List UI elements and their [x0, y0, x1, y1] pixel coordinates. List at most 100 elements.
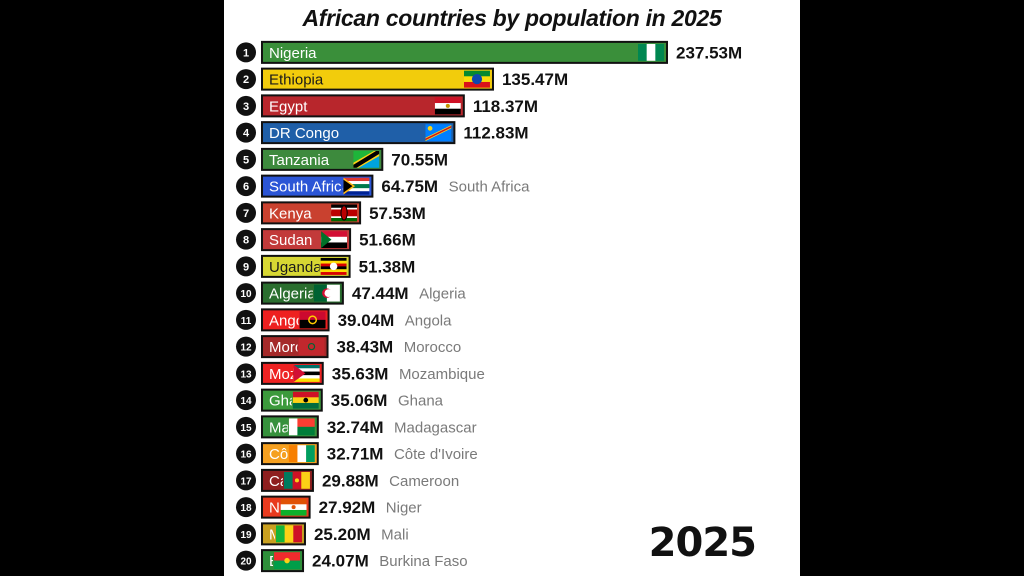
- value-label: 32.74M: [327, 418, 384, 437]
- flag-cote-divoire-icon: [288, 445, 315, 463]
- bar-label: Tanzania: [269, 152, 330, 169]
- flag-south-africa-icon: [343, 177, 370, 195]
- rank-number: 5: [243, 154, 249, 166]
- rank-number: 2: [243, 74, 249, 86]
- country-label-outside: Mali: [381, 526, 409, 543]
- bar-label: Kenya: [269, 205, 312, 222]
- bar-nigeria: [261, 40, 668, 64]
- bar-row-dr-congo: 4 DR Congo 112.83M: [236, 121, 529, 145]
- rank-badge: [236, 256, 256, 277]
- flag-ghana-icon: [292, 391, 319, 409]
- value-label: 70.55M: [391, 150, 448, 169]
- bar-row-algeria: 10 Algeria 47.44M Algeria: [236, 281, 466, 305]
- bar-row-niger: 18 Niger 27.92M Niger: [236, 495, 422, 519]
- rank-number: 8: [243, 235, 249, 247]
- country-label-outside: Madagascar: [394, 419, 477, 436]
- rank-badge: [236, 202, 256, 223]
- bar-label: Sudan: [269, 232, 312, 249]
- value-label: 135.47M: [502, 70, 568, 89]
- country-label-outside: Mozambique: [399, 366, 485, 383]
- rank-badge: [236, 309, 256, 330]
- country-label-outside: Niger: [386, 500, 422, 517]
- value-label: 38.43M: [337, 338, 394, 357]
- value-label: 47.44M: [352, 284, 409, 303]
- value-label: 51.38M: [359, 257, 416, 276]
- bar-dr-congo: [261, 121, 456, 145]
- flag-angola-icon: [299, 311, 326, 329]
- bar-label: Niger: [269, 500, 305, 517]
- flag-uganda-icon: [320, 257, 347, 275]
- rank-number: 6: [243, 181, 249, 193]
- value-label: 57.53M: [369, 204, 426, 223]
- bar-row-sudan: 8 Sudan 51.66M: [236, 228, 416, 252]
- rank-number: 13: [240, 369, 252, 380]
- flag-egypt-icon: [434, 97, 461, 115]
- rank-badge: [236, 443, 256, 464]
- rank-badge: [236, 122, 256, 143]
- value-label: 35.06M: [331, 391, 388, 410]
- bar-row-uganda: 9 Uganda 51.38M: [236, 254, 416, 278]
- bar-row-egypt: 3 Egypt 118.37M: [236, 94, 538, 118]
- bar-label: Morocco: [269, 339, 327, 356]
- rank-badge: [236, 523, 256, 544]
- flag-dr-congo-icon: [425, 124, 452, 142]
- country-label-outside: Morocco: [404, 339, 462, 356]
- rank-badge: [236, 42, 256, 63]
- bar-row-ethiopia: 2 Ethiopia 135.47M: [236, 67, 568, 91]
- rank-number: 20: [240, 557, 252, 568]
- rank-number: 16: [240, 450, 252, 461]
- flag-niger-icon: [280, 498, 307, 516]
- value-label: 29.88M: [322, 471, 379, 490]
- country-label-outside: Angola: [405, 312, 452, 329]
- value-label: 25.20M: [314, 525, 371, 544]
- rank-number: 9: [243, 261, 249, 273]
- bar-label: Ethiopia: [269, 72, 324, 89]
- country-label-outside: Côte d'Ivoire: [394, 446, 478, 463]
- flag-tanzania-icon: [353, 150, 380, 168]
- value-label: 118.37M: [473, 97, 538, 116]
- rank-number: 7: [243, 208, 249, 220]
- country-label-outside: South Africa: [449, 179, 531, 196]
- bar-label: Egypt: [269, 98, 308, 115]
- bar-egypt: [261, 94, 465, 118]
- country-label-outside: Cameroon: [389, 473, 459, 490]
- bar-row-kenya: 7 Kenya 57.53M: [236, 201, 426, 225]
- chart-title: African countries by population in 2025: [302, 5, 722, 31]
- rank-number: 18: [240, 503, 252, 514]
- bar-label: Mali: [269, 526, 297, 543]
- flag-madagascar-icon: [288, 418, 315, 436]
- bar-label: Nigeria: [269, 45, 317, 62]
- rank-badge: [236, 390, 256, 411]
- bar-tanzania: [261, 147, 384, 171]
- country-label-outside: Ghana: [398, 393, 444, 410]
- value-label: 237.53M: [676, 43, 742, 62]
- rank-badge: [236, 470, 256, 491]
- bar-row-mali: 19 Mali 25.20M Mali: [236, 522, 409, 546]
- value-label: 51.66M: [359, 231, 416, 250]
- flag-ethiopia-icon: [463, 70, 490, 88]
- rank-badge: [236, 229, 256, 250]
- rank-number: 1: [243, 47, 249, 59]
- year-label: 2025: [648, 520, 757, 566]
- flag-burkina-faso-icon: [274, 552, 301, 570]
- value-label: 32.71M: [327, 445, 384, 464]
- bar-label: Côte d'Ivoire: [269, 446, 353, 463]
- bar-row-morocco: 12 Morocco 38.43M Morocco: [236, 335, 462, 359]
- value-label: 112.83M: [463, 124, 528, 143]
- bar-row-tanzania: 5 Tanzania 70.55M: [236, 147, 448, 171]
- rank-number: 17: [240, 476, 252, 487]
- country-label-outside: Algeria: [419, 286, 466, 303]
- bar-row-nigeria: 1 Nigeria 237.53M: [236, 40, 742, 64]
- value-label: 35.63M: [332, 364, 389, 383]
- bar-label: DR Congo: [269, 125, 339, 142]
- rank-badge: [236, 416, 256, 437]
- flag-sudan-icon: [321, 231, 348, 249]
- rank-number: 11: [241, 316, 252, 327]
- bar-label: Ghana: [269, 393, 315, 410]
- flag-cameroon-icon: [283, 471, 310, 489]
